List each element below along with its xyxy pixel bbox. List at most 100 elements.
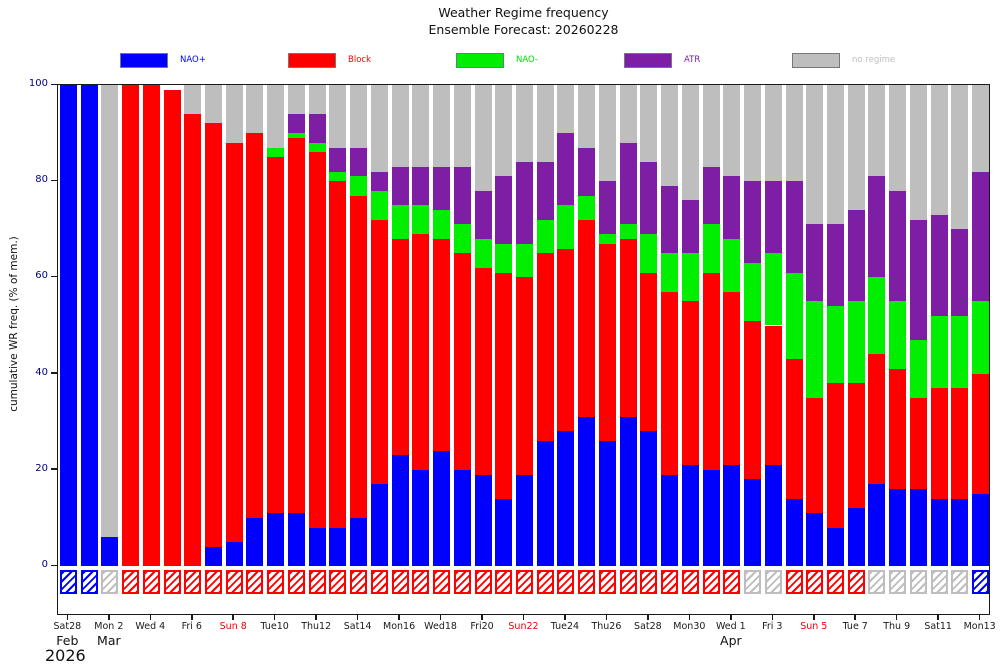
x-tick-label: Mon 2 bbox=[94, 621, 124, 632]
bar-segment-no-regime bbox=[723, 85, 741, 177]
bar-segment-no-regime bbox=[889, 85, 907, 191]
bar-segment-nao- bbox=[806, 513, 824, 566]
bar-segment-nao- bbox=[101, 537, 119, 566]
month-label: Mar bbox=[97, 633, 121, 648]
x-tick-mark bbox=[937, 615, 939, 620]
x-tick-mark bbox=[647, 615, 649, 620]
bar-segment-no-regime bbox=[516, 85, 533, 162]
bar-segment-no-regime bbox=[681, 85, 699, 201]
y-tick-label: 80 bbox=[35, 174, 48, 186]
bar-segment-no-regime bbox=[827, 85, 844, 225]
chart-title: Weather Regime frequency bbox=[438, 5, 609, 20]
legend-label: ATR bbox=[684, 55, 701, 65]
bar-segment-no-regime bbox=[350, 85, 368, 148]
bar-segment-no-regime bbox=[619, 85, 637, 143]
x-tick-label: Tue 7 bbox=[842, 621, 868, 632]
bar-segment-nao- bbox=[536, 440, 554, 566]
x-tick-label: Tue10 bbox=[260, 621, 289, 632]
bar-segment-atr bbox=[681, 200, 699, 254]
bar-segment-block bbox=[785, 359, 803, 499]
x-tick-label: Wed 1 bbox=[715, 621, 746, 632]
legend-item-block: Block bbox=[288, 52, 371, 68]
bar-segment-no-regime bbox=[225, 85, 243, 143]
bar-segment-atr bbox=[702, 166, 720, 225]
y-tick-mark bbox=[51, 564, 57, 566]
bar-segment-atr bbox=[619, 142, 637, 225]
bar-segment-no-regime bbox=[661, 85, 679, 186]
bar-segment-no-regime bbox=[495, 85, 513, 177]
bar-segment-nao- bbox=[350, 176, 368, 196]
y-tick-mark bbox=[51, 468, 57, 470]
bar-segment-atr bbox=[412, 166, 430, 206]
bar-segment-nao- bbox=[598, 234, 616, 244]
bar-segment-nao- bbox=[827, 527, 844, 566]
x-tick-label: Sat28 bbox=[634, 621, 662, 632]
legend-label: NAO+ bbox=[180, 55, 206, 65]
bar-segment-atr bbox=[744, 181, 762, 263]
dominant-regime-box bbox=[433, 570, 451, 594]
bar-segment-no-regime bbox=[329, 85, 347, 148]
bar-segment-nao- bbox=[412, 469, 430, 566]
bar-segment-nao- bbox=[951, 315, 969, 389]
bar-segment-no-regime bbox=[205, 85, 222, 124]
bar-segment-no-regime bbox=[640, 85, 658, 162]
x-tick-mark bbox=[398, 615, 400, 620]
x-tick-mark bbox=[356, 615, 359, 620]
bar-segment-nao- bbox=[785, 272, 803, 360]
x-tick-mark bbox=[191, 615, 193, 620]
dominant-regime-box bbox=[412, 570, 430, 594]
bar-segment-no-regime bbox=[847, 85, 865, 211]
dominant-regime-box bbox=[909, 570, 927, 594]
bar-segment-nao- bbox=[557, 205, 575, 249]
bar-segment-atr bbox=[474, 190, 492, 239]
bar-segment-nao- bbox=[287, 513, 305, 566]
x-tick-mark bbox=[522, 615, 525, 620]
bar-segment-atr bbox=[329, 147, 347, 172]
dominant-regime-box bbox=[329, 570, 347, 594]
x-tick-mark bbox=[730, 615, 732, 620]
x-tick-mark bbox=[232, 615, 234, 620]
x-tick-label: Tue24 bbox=[550, 621, 580, 632]
bar-segment-block bbox=[516, 277, 533, 475]
x-tick-mark bbox=[439, 615, 442, 620]
bar-segment-no-regime bbox=[453, 85, 471, 167]
bar-segment-atr bbox=[889, 190, 907, 302]
dominant-regime-box bbox=[557, 570, 575, 594]
legend-item-no-regime: no regime bbox=[792, 52, 895, 68]
bar-segment-block bbox=[433, 238, 451, 451]
plot-area bbox=[57, 84, 990, 615]
bar-segment-nao- bbox=[868, 484, 886, 566]
block-swatch bbox=[288, 52, 336, 68]
bar-segment-nao- bbox=[350, 517, 368, 566]
x-tick-mark bbox=[771, 615, 774, 620]
bar-segment-nao- bbox=[951, 498, 969, 566]
bar-segment-nao- bbox=[868, 277, 886, 355]
legend-item-nao-plus: NAO+ bbox=[120, 52, 206, 68]
x-tick-mark bbox=[813, 615, 815, 620]
dominant-regime-box bbox=[287, 570, 305, 594]
dominant-regime-box bbox=[453, 570, 471, 594]
dominant-regime-box bbox=[391, 570, 409, 594]
bar-segment-nao- bbox=[495, 498, 513, 566]
legend-label: NAO- bbox=[516, 55, 539, 65]
bar-segment-no-regime bbox=[184, 85, 202, 114]
bar-segment-no-regime bbox=[267, 85, 285, 148]
bar-segment-nao- bbox=[702, 469, 720, 566]
bar-segment-nao- bbox=[557, 431, 575, 566]
bar-segment-block bbox=[474, 267, 492, 475]
dominant-regime-box bbox=[474, 570, 492, 594]
bar-segment-atr bbox=[785, 181, 803, 273]
bar-segment-no-regime bbox=[764, 85, 782, 182]
bar-segment-nao- bbox=[516, 243, 533, 278]
bar-segment-block bbox=[246, 133, 264, 518]
bar-segment-block bbox=[889, 368, 907, 490]
x-tick-label: Thu 9 bbox=[883, 621, 911, 632]
bar-segment-block bbox=[640, 272, 658, 432]
bar-segment-atr bbox=[909, 219, 927, 340]
bar-segment-nao- bbox=[495, 243, 513, 273]
bar-segment-nao- bbox=[453, 224, 471, 254]
bar-segment-atr bbox=[370, 171, 388, 191]
dominant-regime-box bbox=[889, 570, 907, 594]
bar-segment-atr bbox=[453, 166, 471, 225]
bar-segment-block bbox=[329, 181, 347, 528]
